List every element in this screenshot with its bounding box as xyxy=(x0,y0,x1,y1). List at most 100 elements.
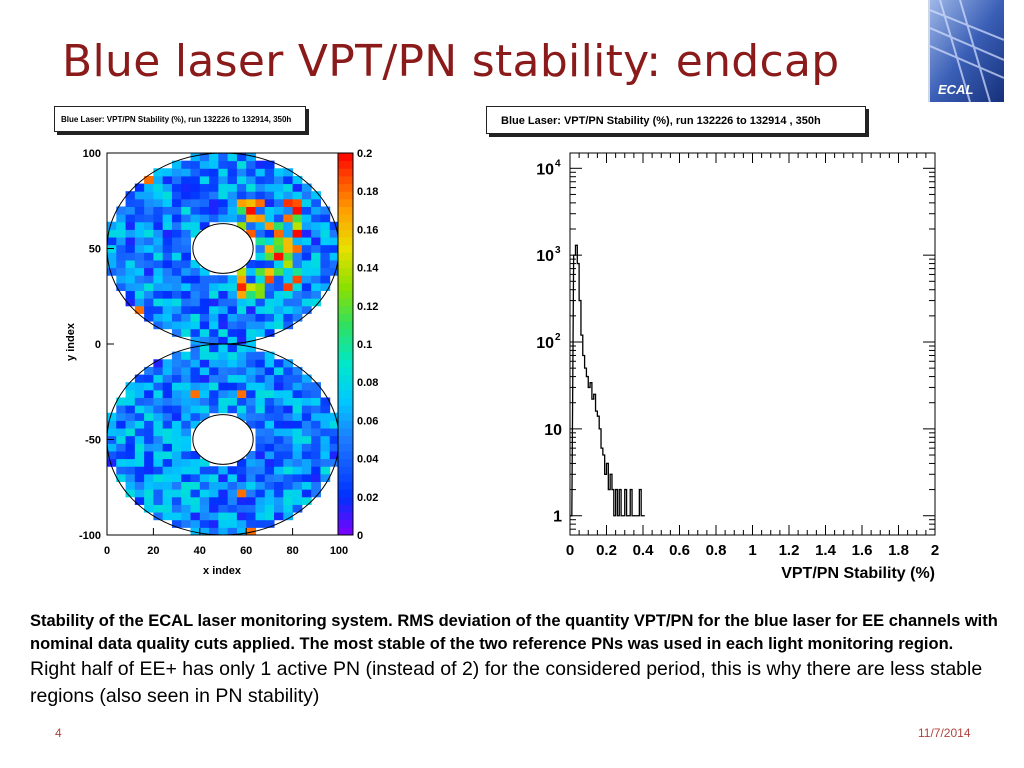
heatmap-ytick-label: 0 xyxy=(95,339,101,351)
colorbar-label: 0.04 xyxy=(357,454,379,466)
caption: Stability of the ECAL laser monitoring s… xyxy=(30,610,1000,710)
histogram-series-line xyxy=(570,244,645,517)
logo-image xyxy=(930,0,1004,102)
colorbar-segment xyxy=(338,275,353,284)
colorbar-segment xyxy=(338,420,353,429)
colorbar-segment xyxy=(338,282,353,292)
page-number: 4 xyxy=(55,726,62,740)
colorbar-label: 0.16 xyxy=(357,224,378,236)
heatmap-title: Blue Laser: VPT/PN Stability (%), run 13… xyxy=(54,106,306,132)
colorbar-segment xyxy=(338,229,353,238)
histogram-ytick-label: 10 xyxy=(544,422,562,439)
colorbar-segment xyxy=(338,168,353,177)
colorbar-label: 0.08 xyxy=(357,377,378,389)
heatmap-ytick-label: -100 xyxy=(79,530,101,542)
colorbar-segment xyxy=(338,290,353,299)
colorbar-segment xyxy=(338,214,353,223)
histogram-ytick-exponent: 4 xyxy=(555,158,561,169)
histogram-xtick-label: 1.8 xyxy=(888,542,909,559)
heatmap-xtick-label: 100 xyxy=(330,545,348,557)
colorbar-label: 0.18 xyxy=(357,186,378,198)
histogram-frame xyxy=(569,152,936,536)
colorbar-segment xyxy=(338,153,353,162)
heatmap-ytick-label: 50 xyxy=(89,244,101,256)
histogram-xtick-label: 1.6 xyxy=(852,542,873,559)
colorbar-segment xyxy=(338,244,353,253)
colorbar-segment xyxy=(338,198,353,207)
colorbar-label: 0.1 xyxy=(357,339,372,351)
colorbar-segment xyxy=(338,489,353,498)
histogram-title: Blue Laser: VPT/PN Stability (%), run 13… xyxy=(486,106,866,134)
colorbar-segment xyxy=(338,344,353,353)
colorbar-segment xyxy=(338,160,353,169)
colorbar-segment xyxy=(338,443,353,452)
colorbar-segment xyxy=(338,519,353,528)
heatmap-xtick-label: 0 xyxy=(104,545,110,557)
heatmap-xtick-label: 20 xyxy=(147,545,159,557)
colorbar-segment xyxy=(338,397,353,406)
colorbar-segment xyxy=(338,504,353,513)
heatmap-xtick-label: 40 xyxy=(194,545,206,557)
colorbar-label: 0.12 xyxy=(357,301,378,313)
histogram-xtick-label: 1.2 xyxy=(779,542,800,559)
histogram-xtick-label: 0.2 xyxy=(596,542,617,559)
histogram-ytick-label: 10 xyxy=(536,161,554,178)
histogram-ytick-label: 1 xyxy=(553,509,562,526)
colorbar-segment xyxy=(338,405,353,414)
heatmap-hole-top xyxy=(192,223,254,274)
colorbar-label: 0 xyxy=(357,530,363,542)
colorbar-segment xyxy=(338,458,353,467)
colorbar-segment xyxy=(338,267,353,276)
colorbar-segment xyxy=(338,527,353,536)
colorbar-segment xyxy=(338,298,353,307)
colorbar-segment xyxy=(338,496,353,505)
colorbar-label: 0.02 xyxy=(357,492,378,504)
colorbar-segment xyxy=(338,321,353,330)
colorbar-label: 0.06 xyxy=(357,415,378,427)
heatmap-xtick-label: 80 xyxy=(286,545,298,557)
colorbar-segment xyxy=(338,175,353,185)
histogram-ytick-exponent: 3 xyxy=(555,245,561,256)
heatmap-xtick-label: 60 xyxy=(240,545,252,557)
colorbar-segment xyxy=(338,183,353,192)
histogram-xtick-label: 0.8 xyxy=(706,542,727,559)
colorbar-segment xyxy=(338,328,353,337)
colorbar-segment xyxy=(338,382,353,391)
heatmap-chart: 0 20 40 60 80 100 100 50 0 -50 -100 x index y index 0… xyxy=(65,148,379,577)
colorbar-segment xyxy=(338,428,353,437)
colorbar-label: 0.2 xyxy=(357,148,372,160)
colorbar-segment xyxy=(338,336,353,345)
heatmap-xlabel: x index xyxy=(203,565,242,577)
colorbar-segment xyxy=(338,473,353,483)
colorbar-segment xyxy=(338,237,353,246)
slide-title: Blue laser VPT/PN stability: endcap xyxy=(62,36,840,87)
colorbar-segment xyxy=(338,351,353,360)
colorbar-segment xyxy=(338,305,353,314)
colorbar-segment xyxy=(338,206,353,215)
histogram-xtick-label: 2 xyxy=(931,542,939,559)
colorbar-segment xyxy=(338,191,353,200)
colorbar-segment xyxy=(338,366,353,376)
histogram-xtick-label: 0.4 xyxy=(633,542,655,559)
histogram-ytick-exponent: 2 xyxy=(555,332,561,343)
histogram-xtick-label: 1.4 xyxy=(815,542,837,559)
footer-date: 11/7/2014 xyxy=(918,726,971,740)
histogram-ytick-label: 10 xyxy=(536,335,554,352)
colorbar-segment xyxy=(338,359,353,368)
colorbar-segment xyxy=(338,481,353,490)
ecal-logo: ECAL xyxy=(928,0,1004,102)
colorbar-segment xyxy=(338,435,353,444)
colorbar-segment xyxy=(338,412,353,421)
histogram-xlabel: VPT/PN Stability (%) xyxy=(781,565,935,582)
histogram-xtick-label: 0 xyxy=(566,542,574,559)
heatmap-cells xyxy=(107,153,340,536)
colorbar-segment xyxy=(338,313,353,322)
colorbar-segment xyxy=(338,221,353,230)
heatmap-ylabel: y index xyxy=(65,322,77,361)
colorbar-label: 0.14 xyxy=(357,263,379,275)
histogram-xtick-label: 1 xyxy=(748,542,756,559)
colorbar-segment xyxy=(338,252,353,261)
colorbar-segment xyxy=(338,466,353,475)
colorbar-segment xyxy=(338,389,353,398)
